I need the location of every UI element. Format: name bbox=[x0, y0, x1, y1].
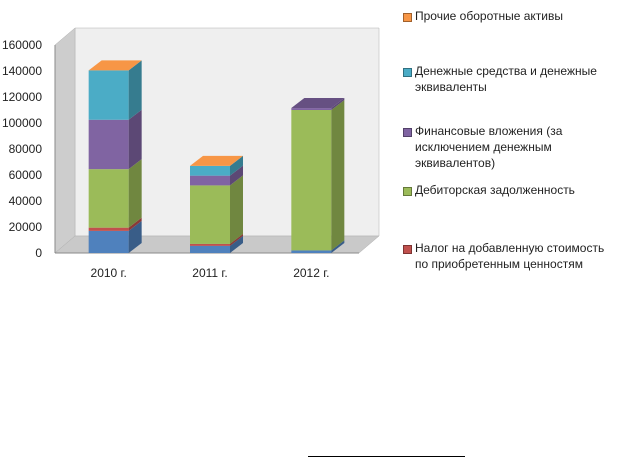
legend-label: Финансовые вложения (за исключением дене… bbox=[415, 124, 563, 170]
bar-segment-front bbox=[190, 185, 230, 244]
y-tick-label: 140000 bbox=[2, 64, 42, 78]
bar-segment-side bbox=[230, 233, 243, 246]
legend: Прочие оборотные активы Денежные средства… bbox=[398, 0, 613, 290]
bar-segment-front bbox=[190, 165, 230, 176]
legend-label: Денежные средства и денежные эквиваленты bbox=[415, 64, 597, 94]
bar-segment-side bbox=[230, 155, 243, 176]
bar-segment-front bbox=[291, 108, 332, 110]
legend-swatch bbox=[403, 128, 412, 137]
chart-plot: 0 20000 40000 60000 80000 100000 120000 140000 1… bbox=[2, 27, 380, 280]
footnote-rule bbox=[308, 456, 465, 457]
bar-segment-side bbox=[128, 159, 142, 228]
bar-segment-side bbox=[230, 165, 243, 186]
chart: 0 20000 40000 60000 80000 100000 120000 140000 1… bbox=[2, 0, 613, 290]
bar-segment-front bbox=[190, 243, 230, 246]
legend-swatch bbox=[403, 187, 412, 196]
bar-segment-side bbox=[331, 240, 345, 253]
bar-segment-front bbox=[190, 175, 230, 186]
y-tick-label: 20000 bbox=[9, 220, 43, 234]
x-tick-label: 2012 г. bbox=[293, 266, 329, 280]
bar-segment-side bbox=[331, 100, 345, 251]
bar-top-face bbox=[190, 155, 243, 166]
bar-segment-front bbox=[88, 70, 129, 120]
y-tick-label: 0 bbox=[35, 246, 42, 260]
bar-segment-front bbox=[190, 245, 230, 253]
bar-segment-side bbox=[331, 98, 345, 110]
y-tick-label: 120000 bbox=[2, 90, 42, 104]
legend-label: Дебиторская задолженность bbox=[415, 183, 575, 197]
bar-segment-side bbox=[128, 217, 142, 231]
bar-segment-front bbox=[291, 110, 332, 251]
legend-label: Прочие оборотные активы bbox=[415, 9, 563, 23]
side-wall bbox=[54, 27, 76, 254]
bar-segment-front bbox=[88, 230, 129, 253]
bar-segment-side bbox=[128, 220, 142, 253]
bar-segment-side bbox=[128, 109, 142, 170]
legend-swatch bbox=[403, 68, 412, 77]
x-tick-label: 2011 г. bbox=[192, 266, 227, 280]
legend-swatch bbox=[403, 13, 412, 22]
y-tick-label: 40000 bbox=[9, 194, 43, 208]
y-tick-label: 160000 bbox=[2, 38, 42, 52]
y-tick-label: 60000 bbox=[9, 168, 43, 182]
y-tick-label: 100000 bbox=[2, 116, 42, 130]
bar-segment-front bbox=[88, 119, 129, 170]
legend-swatch bbox=[403, 245, 412, 254]
y-tick-label: 80000 bbox=[9, 142, 43, 156]
bar-top-face bbox=[291, 98, 345, 109]
bar-segment-front bbox=[291, 250, 332, 253]
bar-segment-side bbox=[230, 235, 243, 253]
bar-segment-front bbox=[88, 169, 129, 228]
bar-top-face bbox=[88, 60, 142, 71]
legend-label: Налог на добавленную стоимость по приобр… bbox=[415, 241, 605, 271]
x-tick-label: 2010 г. bbox=[91, 266, 127, 280]
bar-segment-side bbox=[230, 175, 243, 244]
bar-segment-front bbox=[88, 227, 129, 231]
bar-segment-side bbox=[128, 60, 142, 120]
